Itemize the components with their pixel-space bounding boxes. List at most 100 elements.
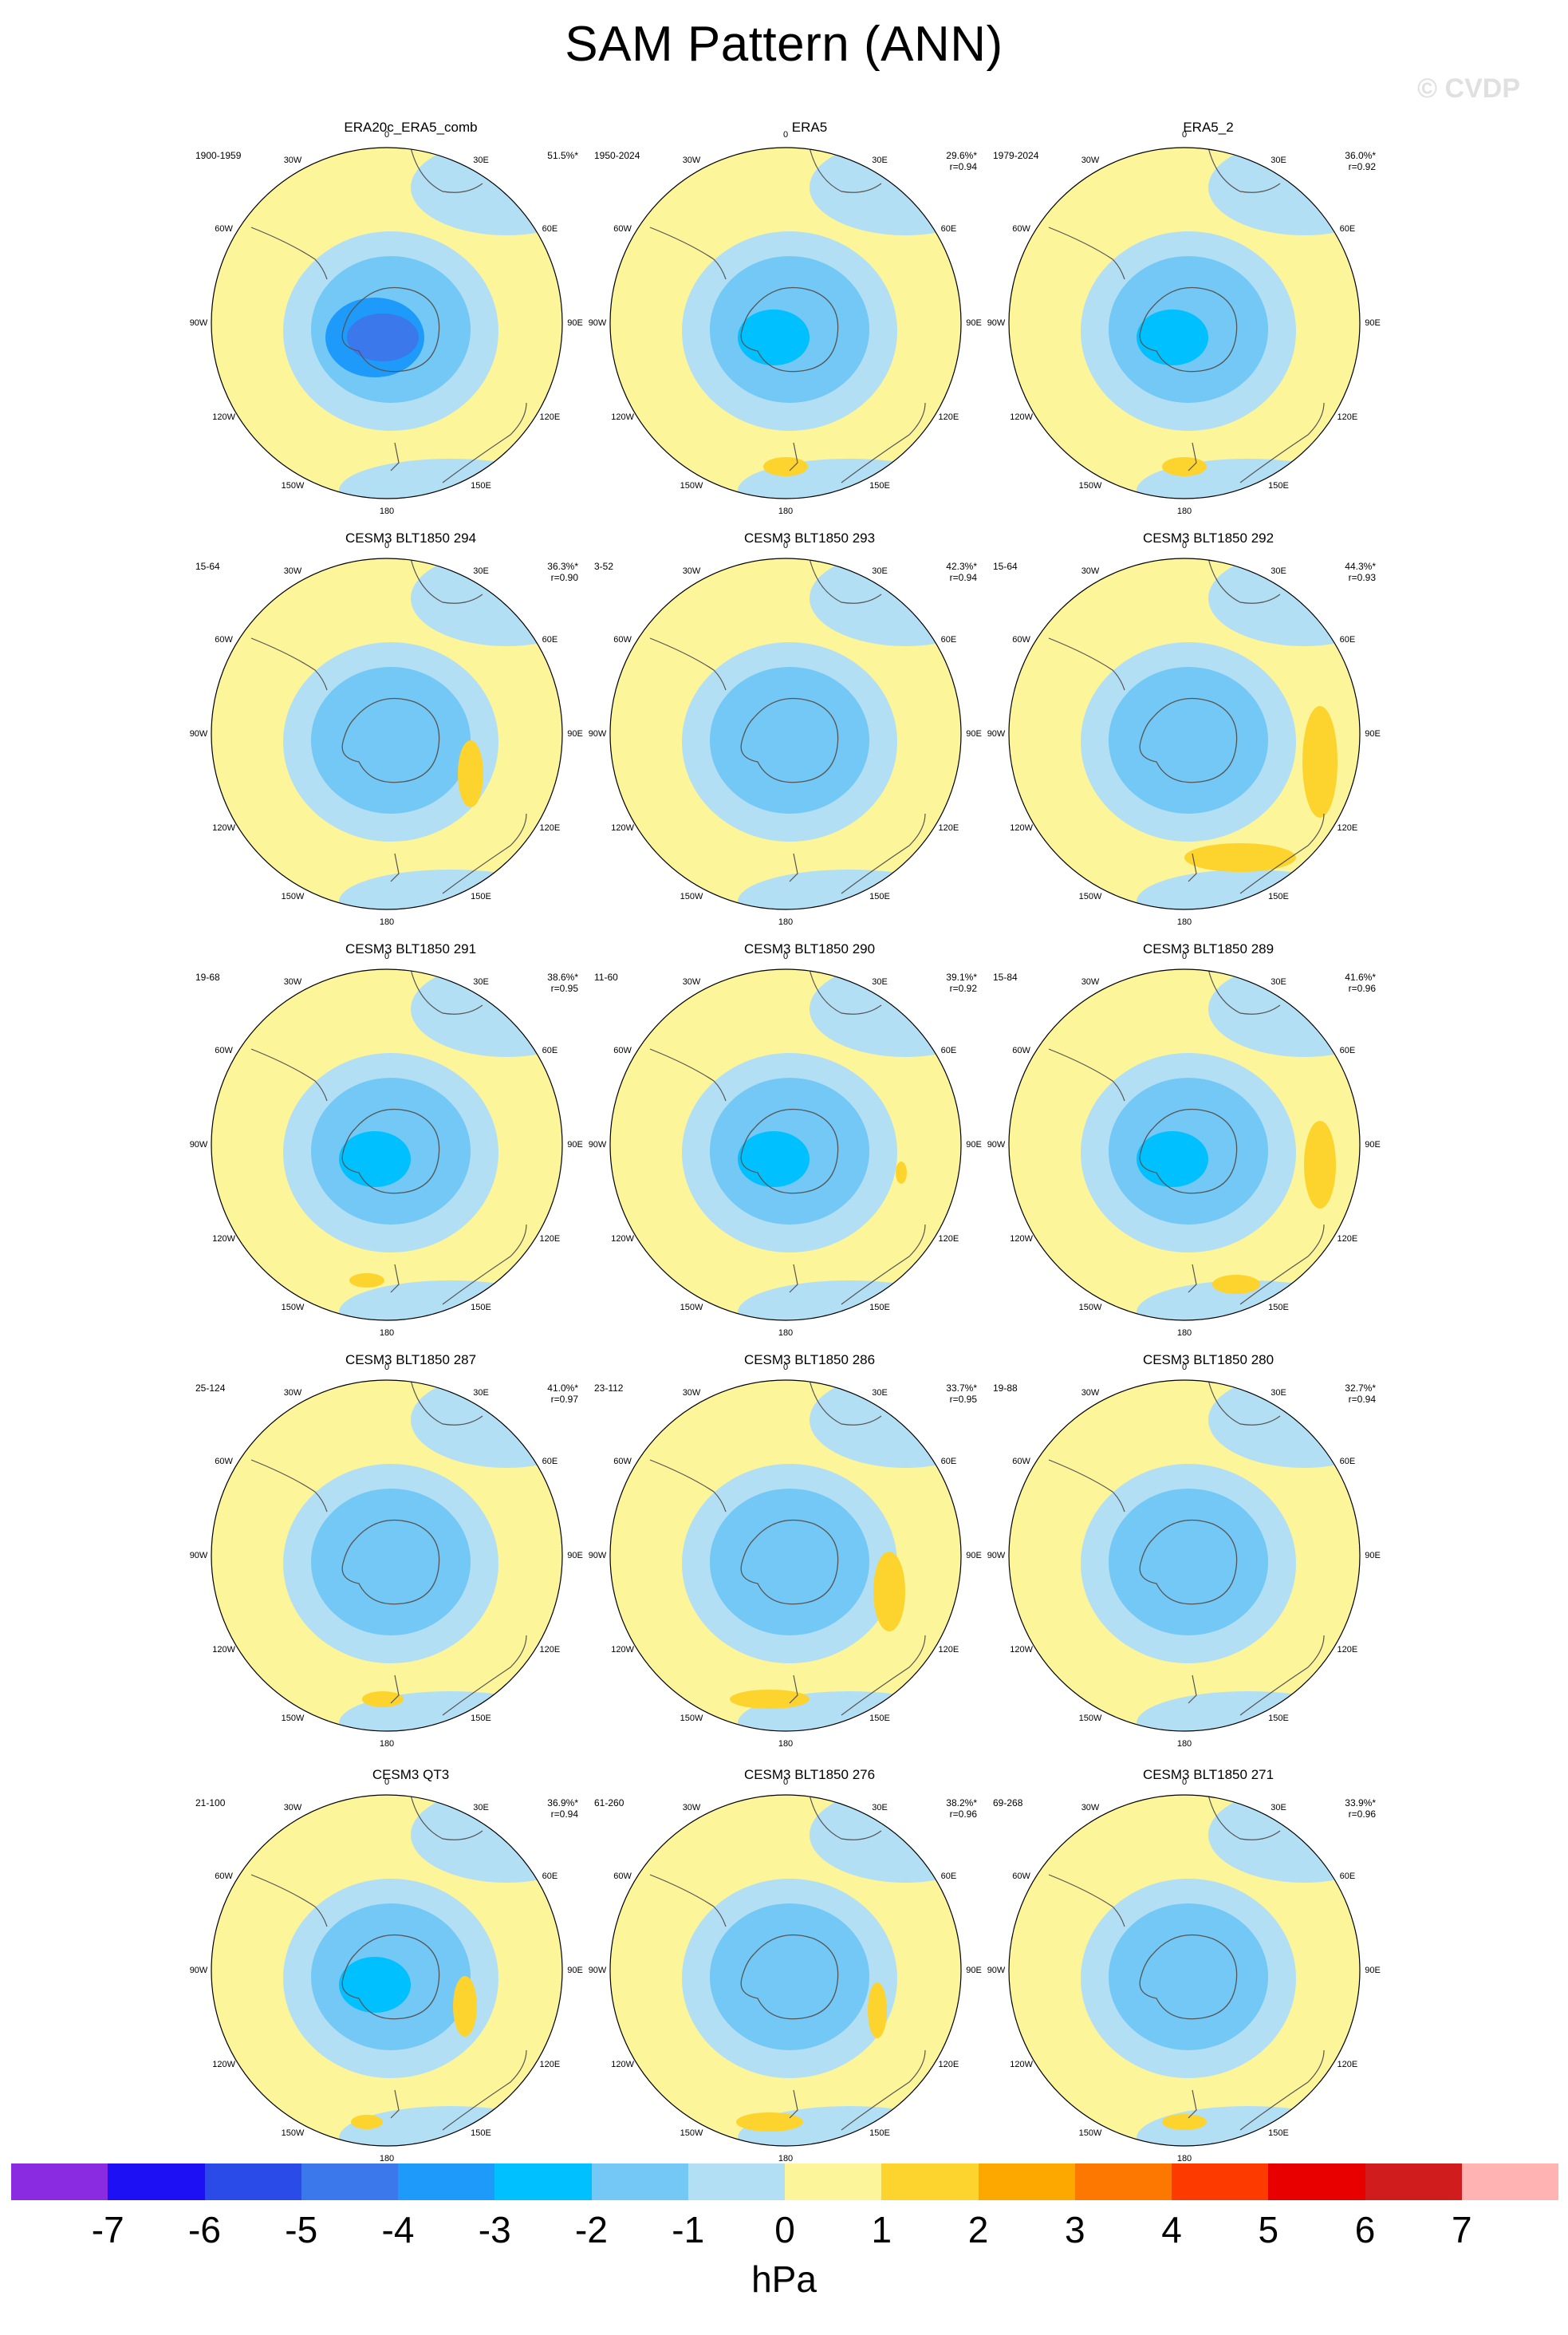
longitude-label: 60E [1339,1046,1356,1055]
longitude-label: 120W [611,2060,634,2069]
longitude-label: 150E [869,481,890,491]
edge-patch [339,459,562,499]
antarctica-coast [740,286,839,373]
africa-coast [809,148,882,193]
antarctica-coast [341,1519,440,1605]
longitude-label: 120W [1010,1645,1033,1655]
longitude-label: 0 [1181,541,1188,550]
longitude-label: 120W [212,412,235,422]
longitude-label: 150E [869,1303,890,1313]
map-border [1008,968,1361,1321]
longitude-label: 120W [611,1234,634,1244]
colorbar-swatch [785,2163,882,2200]
longitude-label: 150W [1078,1714,1102,1724]
longitude-label: 180 [379,1739,395,1749]
south-america-coast [1048,1459,1125,1513]
panel-period: 23-112 [594,1382,624,1394]
contour-core [339,1542,411,1598]
panel-title: CESM3 BLT1850 291 [345,941,477,956]
longitude-label: 60E [542,1457,558,1466]
new-zealand-coast [1188,1674,1197,1704]
positive-blob [736,2112,803,2132]
contour-core [1137,1542,1208,1598]
colorbar-swatch [301,2163,398,2200]
longitude-label: 90W [588,1140,607,1150]
australia-coast [841,2049,926,2131]
longitude-label: 120W [1010,823,1033,833]
panel-variance: 33.9%* r=0.96 [1345,1797,1376,1820]
new-zealand-coast [1188,853,1197,882]
australia-coast [1239,1224,1325,1305]
new-zealand-coast [390,442,400,471]
south-america-coast [1048,1874,1125,1927]
longitude-label: 120E [539,823,561,833]
longitude-label: 90W [987,1966,1006,1975]
panel-correlation: r=0.96 [949,1808,977,1820]
longitude-label: 60W [1012,1457,1030,1466]
panel-period: 15-64 [195,561,220,572]
longitude-label: 150E [1268,1714,1289,1724]
positive-blob [868,1982,887,2038]
positive-blob [1162,2114,1207,2130]
panel-correlation: r=0.95 [550,983,578,994]
longitude-label: 30W [283,155,302,165]
australia-coast [442,1224,527,1305]
polar-map [211,1794,563,2147]
panel-correlation: r=0.94 [550,1808,578,1820]
longitude-label: 150W [281,892,305,902]
longitude-label: 90W [588,1551,607,1560]
positive-blob [1302,706,1338,818]
colorbar-swatch [1268,2163,1365,2200]
panel-variance: 36.9%* r=0.94 [547,1797,578,1820]
new-zealand-coast [390,1264,400,1293]
longitude-label: 150E [471,892,491,902]
longitude-label: 150W [281,2128,305,2139]
contour-core [738,720,810,776]
contour-core [339,720,411,776]
polar-map [211,558,563,910]
contour-core [738,1957,810,2013]
map-panel: CESM3 BLT1850 287 25-124 41.0%* r=0.97 0 30E 6… [171,1352,650,1767]
edge-patch [1137,1691,1360,1731]
map-border [1008,1379,1361,1732]
longitude-label: 30E [473,1802,489,1812]
longitude-label: 90W [588,729,607,739]
south-america-coast [649,637,727,691]
longitude-label: 0 [782,130,789,140]
colorbar-swatch [1461,2163,1558,2200]
new-zealand-coast [1188,2089,1197,2119]
longitude-label: 150W [680,481,703,491]
panel-pct: 36.9%* [547,1797,578,1808]
south-america-coast [649,227,727,280]
positive-blob [458,740,483,807]
positive-blob [1162,457,1207,476]
longitude-label: 150W [1078,1303,1102,1313]
panel-title: ERA5 [791,120,828,135]
positive-blob [351,2115,383,2129]
longitude-label: 30W [682,566,701,576]
colorbar-swatch [1172,2163,1269,2200]
australia-coast [1239,402,1325,483]
map-border [211,1379,563,1732]
longitude-label: 60E [940,635,957,645]
longitude-label: 90W [987,1551,1006,1560]
longitude-label: 120E [938,1234,959,1244]
panel-title: CESM3 BLT1850 289 [1142,941,1274,956]
longitude-label: 150E [869,892,890,902]
edge-patch [738,870,961,909]
longitude-label: 180 [1176,2154,1192,2163]
contour-core [339,1957,411,2013]
longitude-label: 30E [473,1387,489,1398]
longitude-label: 180 [379,917,395,927]
longitude-label: 60E [940,1457,957,1466]
positive-blob [896,1162,907,1184]
edge-patch [738,1280,961,1320]
longitude-label: 0 [782,1363,789,1372]
longitude-label: 90E [966,318,982,328]
panel-title: CESM3 BLT1850 294 [345,531,477,546]
longitude-label: 60W [613,1457,632,1466]
antarctica-coast [1139,1934,1238,2020]
longitude-label: 120E [1337,1234,1358,1244]
edge-patch [1208,148,1360,235]
longitude-label: 60E [542,1046,558,1055]
